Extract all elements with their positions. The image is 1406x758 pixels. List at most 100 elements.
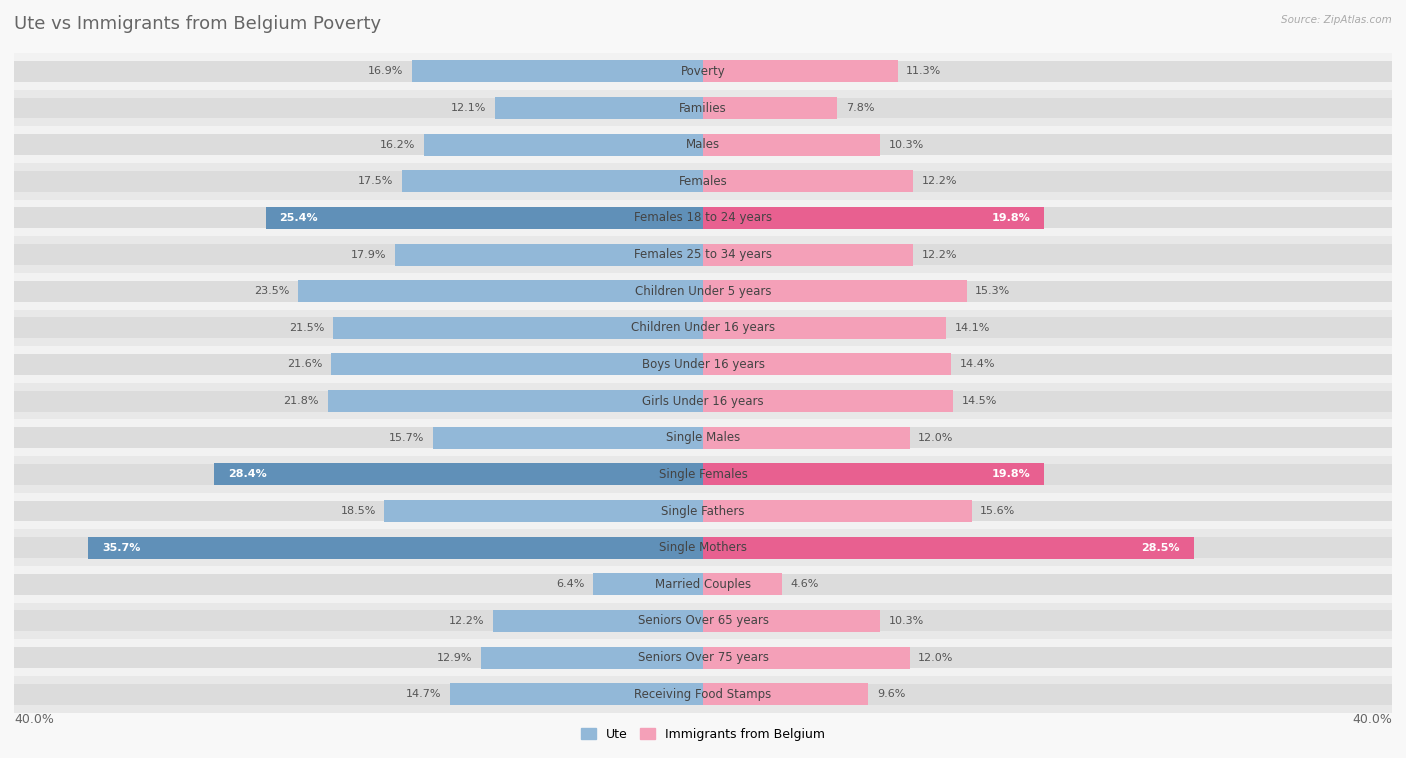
Bar (14, 419, 1392, 456)
Text: Source: ZipAtlas.com: Source: ZipAtlas.com (1281, 15, 1392, 25)
Bar (14, 244, 1392, 265)
Bar (703, 647, 910, 669)
Bar (14, 163, 1392, 199)
Bar (14, 346, 1392, 383)
Text: Single Fathers: Single Fathers (661, 505, 745, 518)
Text: 10.3%: 10.3% (889, 616, 924, 626)
Bar (703, 353, 950, 375)
Bar (481, 647, 703, 669)
Bar (14, 171, 1392, 192)
Text: Single Males: Single Males (666, 431, 740, 444)
Text: Poverty: Poverty (681, 65, 725, 78)
Bar (450, 683, 703, 705)
Bar (703, 573, 782, 595)
Bar (412, 61, 703, 83)
Bar (703, 427, 910, 449)
Bar (14, 464, 1392, 485)
Text: 17.9%: 17.9% (350, 249, 387, 259)
Text: 18.5%: 18.5% (340, 506, 375, 516)
Bar (703, 133, 880, 155)
Bar (14, 500, 1392, 522)
Bar (703, 610, 880, 632)
Bar (14, 428, 1392, 448)
Text: 16.2%: 16.2% (380, 139, 415, 149)
Text: Families: Families (679, 102, 727, 114)
Text: 12.0%: 12.0% (918, 433, 953, 443)
Legend: Ute, Immigrants from Belgium: Ute, Immigrants from Belgium (576, 723, 830, 746)
Bar (14, 280, 1392, 302)
Bar (14, 383, 1392, 419)
Text: 14.7%: 14.7% (406, 689, 441, 699)
Bar (495, 97, 703, 119)
Bar (333, 317, 703, 339)
Text: 14.4%: 14.4% (960, 359, 995, 369)
Bar (14, 566, 1392, 603)
Bar (703, 243, 912, 265)
Text: Males: Males (686, 138, 720, 151)
Bar (14, 134, 1392, 155)
Text: 12.2%: 12.2% (922, 249, 957, 259)
Bar (14, 647, 1392, 668)
Bar (703, 317, 946, 339)
Text: Children Under 5 years: Children Under 5 years (634, 285, 772, 298)
Bar (14, 61, 1392, 82)
Bar (703, 97, 838, 119)
Bar (703, 207, 1045, 229)
Bar (14, 574, 1392, 595)
Bar (14, 127, 1392, 163)
Bar (433, 427, 703, 449)
Text: 17.5%: 17.5% (357, 177, 392, 186)
Bar (14, 273, 1392, 309)
Bar (14, 603, 1392, 639)
Text: 21.6%: 21.6% (287, 359, 322, 369)
Text: 28.5%: 28.5% (1142, 543, 1180, 553)
Text: 21.5%: 21.5% (288, 323, 323, 333)
Text: Seniors Over 65 years: Seniors Over 65 years (637, 615, 769, 628)
Text: 4.6%: 4.6% (790, 579, 820, 589)
Bar (703, 537, 1194, 559)
Text: Females: Females (679, 175, 727, 188)
Bar (593, 573, 703, 595)
Text: Girls Under 16 years: Girls Under 16 years (643, 395, 763, 408)
Text: 14.1%: 14.1% (955, 323, 990, 333)
Text: 12.1%: 12.1% (450, 103, 486, 113)
Bar (703, 683, 869, 705)
Text: 9.6%: 9.6% (877, 689, 905, 699)
Text: 16.9%: 16.9% (368, 67, 404, 77)
Text: 11.3%: 11.3% (907, 67, 942, 77)
Bar (14, 456, 1392, 493)
Bar (14, 354, 1392, 375)
Text: Single Mothers: Single Mothers (659, 541, 747, 554)
Text: Children Under 16 years: Children Under 16 years (631, 321, 775, 334)
Bar (703, 500, 972, 522)
Text: Females 18 to 24 years: Females 18 to 24 years (634, 211, 772, 224)
Bar (14, 309, 1392, 346)
Text: Married Couples: Married Couples (655, 578, 751, 590)
Text: Single Females: Single Females (658, 468, 748, 481)
Bar (703, 390, 953, 412)
Text: 15.3%: 15.3% (976, 287, 1011, 296)
Text: Boys Under 16 years: Boys Under 16 years (641, 358, 765, 371)
Text: 21.8%: 21.8% (284, 396, 319, 406)
Bar (14, 98, 1392, 118)
Text: 19.8%: 19.8% (991, 213, 1031, 223)
Bar (14, 537, 1392, 558)
Bar (402, 171, 703, 193)
Text: 28.4%: 28.4% (228, 469, 266, 479)
Bar (14, 318, 1392, 338)
Bar (266, 207, 703, 229)
Bar (14, 493, 1392, 529)
Text: 40.0%: 40.0% (14, 713, 53, 725)
Bar (14, 676, 1392, 713)
Bar (330, 353, 703, 375)
Bar (214, 463, 703, 485)
Bar (298, 280, 703, 302)
Text: 40.0%: 40.0% (1353, 713, 1392, 725)
Bar (14, 529, 1392, 566)
Bar (14, 390, 1392, 412)
Bar (703, 463, 1045, 485)
Bar (703, 61, 897, 83)
Text: 10.3%: 10.3% (889, 139, 924, 149)
Text: Receiving Food Stamps: Receiving Food Stamps (634, 688, 772, 700)
Text: Ute vs Immigrants from Belgium Poverty: Ute vs Immigrants from Belgium Poverty (14, 15, 381, 33)
